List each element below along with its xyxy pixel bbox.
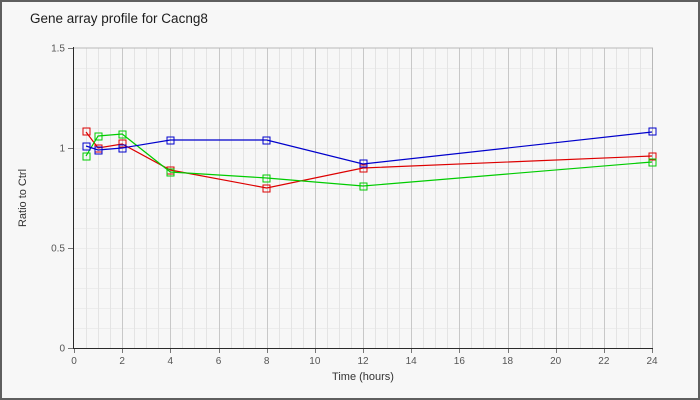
data-point-marker-green (82, 152, 91, 161)
data-point-marker-blue (359, 159, 368, 168)
data-point-marker-green (118, 130, 127, 139)
x-tick-label: 8 (264, 356, 270, 367)
series-line-red (85, 131, 653, 189)
data-point-marker-blue (648, 127, 657, 136)
y-tick-label: 1.5 (51, 44, 65, 55)
data-point-marker-blue (94, 146, 103, 155)
x-tick-label: 18 (502, 356, 514, 367)
y-tick-label: 0.5 (51, 244, 65, 255)
x-axis-label: Time (hours) (332, 371, 394, 383)
x-tick-label: 6 (216, 356, 222, 367)
data-point-marker-red (262, 184, 271, 193)
data-point-marker-blue (166, 136, 175, 145)
x-tick-label: 16 (454, 356, 466, 367)
data-point-marker-green (94, 132, 103, 141)
x-tick-label: 4 (168, 356, 174, 367)
x-tick-label: 2 (119, 356, 125, 367)
data-point-marker-green (166, 168, 175, 177)
data-point-marker-green (359, 182, 368, 191)
x-tick-label: 12 (357, 356, 369, 367)
data-point-marker-red (359, 164, 368, 173)
data-point-marker-red (118, 139, 127, 148)
data-point-marker-blue (262, 136, 271, 145)
y-tick-label: 0 (59, 344, 65, 355)
x-tick-label: 10 (309, 356, 321, 367)
data-point-marker-blue (82, 142, 91, 151)
x-tick-label: 14 (406, 356, 418, 367)
data-point-marker-red (648, 152, 657, 161)
x-tick-label: 20 (550, 356, 562, 367)
data-point-marker-green (262, 174, 271, 183)
x-tick-label: 24 (646, 356, 658, 367)
data-point-marker-blue (118, 144, 127, 153)
chart-title: Gene array profile for Cacng8 (30, 11, 208, 26)
series-line-blue (85, 131, 653, 165)
y-axis-label: Ratio to Ctrl (17, 168, 29, 228)
y-tick-label: 1 (59, 144, 65, 155)
series-line-green (85, 133, 653, 187)
x-tick-label: 0 (71, 356, 77, 367)
data-point-marker-green (648, 158, 657, 167)
data-point-marker-red (82, 127, 91, 136)
x-tick-label: 22 (598, 356, 610, 367)
